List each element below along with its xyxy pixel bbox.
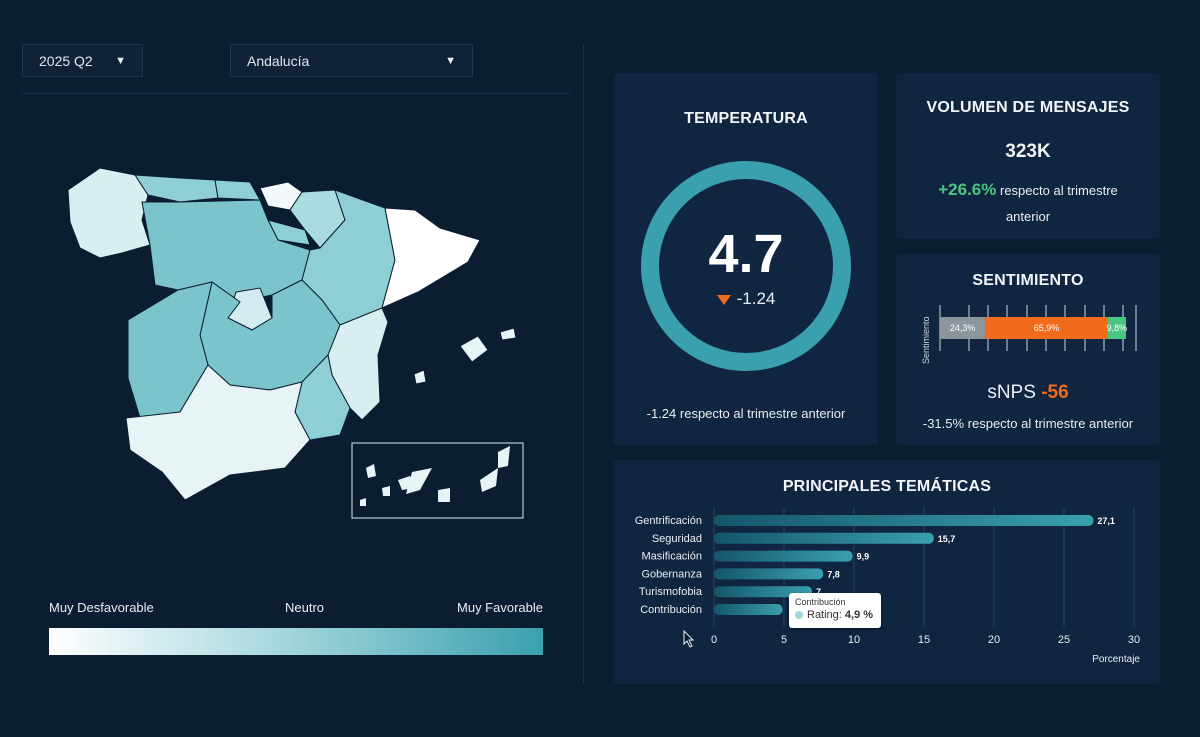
temperatura-card: TEMPERATURA 4.7 -1.24 -1.24 respecto al … — [614, 73, 878, 445]
quarter-select-value: 2025 Q2 — [39, 52, 93, 69]
volumen-title: VOLUMEN DE MENSAJES — [926, 99, 1130, 116]
region-menorca[interactable] — [499, 327, 517, 341]
region-select[interactable]: Andalucía ▼ — [230, 44, 473, 77]
legend-high: Muy Favorable — [457, 600, 543, 615]
region-canarias[interactable] — [360, 446, 510, 506]
sentimiento-segment-1[interactable]: 65,9% — [985, 317, 1108, 339]
bar[interactable] — [714, 532, 934, 544]
x-tick-label: 25 — [1058, 634, 1070, 646]
canarias-inset-frame — [351, 442, 524, 519]
temperatura-note: -1.24 respecto al trimestre anterior — [646, 406, 846, 421]
panel-divider — [583, 44, 584, 684]
y-tick-label: Gobernanza — [641, 568, 702, 580]
x-tick-label: 10 — [848, 634, 860, 646]
bar[interactable] — [714, 586, 812, 598]
volumen-card: VOLUMEN DE MENSAJES 323K +26.6% respecto… — [896, 73, 1160, 239]
legend-mid: Neutro — [285, 600, 325, 615]
tooltip-title: Contribución — [795, 597, 846, 607]
region-andalucia[interactable] — [125, 364, 311, 501]
spain-choropleth-map — [67, 167, 524, 519]
mouse-cursor-icon — [683, 630, 695, 648]
data-label: 27,1 — [1097, 516, 1115, 526]
snps-label: sNPS — [987, 382, 1036, 403]
x-tick-label: 30 — [1128, 634, 1140, 646]
region-cataluna[interactable] — [381, 207, 481, 309]
tematicas-bar-chart: 0 5 10 15 20 25 30 Porcentaje Gentrificación 27,1… — [635, 508, 1140, 665]
region-castilla-leon[interactable] — [141, 199, 311, 303]
tooltip-label: Rating: — [807, 609, 842, 621]
snps-value: -56 — [1041, 382, 1069, 403]
volumen-value: 323K — [1005, 141, 1051, 162]
volumen-change-line: +26.6% respecto al trimestre — [896, 177, 1160, 204]
data-label: 15,7 — [938, 534, 956, 544]
snps-line: sNPS -56 — [896, 380, 1160, 406]
tooltip-dot-icon — [795, 611, 803, 620]
bar[interactable] — [714, 604, 783, 615]
map-legend-gradient — [49, 628, 543, 655]
quarter-select[interactable]: 2025 Q2 ▼ — [22, 44, 143, 77]
y-tick-label: Gentrificación — [635, 515, 702, 527]
region-cantabria[interactable] — [214, 179, 261, 201]
tooltip-body: Rating: 4,9 % — [795, 609, 873, 621]
sentimiento-title: SENTIMIENTO — [972, 272, 1084, 289]
temperatura-delta-value: -1.24 — [736, 289, 776, 308]
x-tick-label: 15 — [918, 634, 930, 646]
chart-tooltip: Contribución Rating: 4,9 % — [789, 593, 881, 628]
data-label: 7 — [816, 587, 821, 597]
temperatura-gauge-ring — [641, 161, 851, 371]
x-tick-label: 5 — [781, 634, 787, 646]
bar[interactable] — [714, 568, 824, 580]
sentimiento-axis-label: Sentimiento — [921, 316, 931, 364]
trend-down-icon — [716, 294, 731, 305]
dropdown-arrow-icon: ▼ — [445, 54, 456, 67]
sentimiento-segment-2[interactable]: 9,8% — [1107, 317, 1127, 339]
volumen-note-line2: anterior — [1005, 209, 1051, 224]
temperatura-title: TEMPERATURA — [684, 110, 808, 127]
tematicas-card: PRINCIPALES TEMÁTICAS — [614, 460, 1160, 684]
sentimiento-note: -31.5% respecto al trimestre anterior — [922, 416, 1134, 431]
tematicas-title: PRINCIPALES TEMÁTICAS — [782, 478, 992, 495]
y-tick-label: Masificación — [641, 551, 702, 563]
sentimiento-stacked-bar: 24,3% 65,9% 9,8% — [940, 317, 1127, 339]
bar[interactable] — [714, 515, 1094, 526]
region-galicia[interactable] — [67, 167, 151, 259]
y-tick-label: Turismofobia — [639, 586, 703, 598]
data-label: 7,8 — [827, 569, 840, 579]
x-axis-label: Porcentaje — [1092, 654, 1140, 665]
filter-divider — [22, 93, 570, 94]
volumen-change: +26.6% — [938, 180, 997, 199]
region-select-value: Andalucía — [247, 52, 310, 69]
y-tick-label: Contribución — [640, 604, 702, 616]
bar[interactable] — [714, 550, 853, 562]
dropdown-arrow-icon: ▼ — [115, 54, 126, 67]
volumen-note-line1: respecto al trimestre — [1000, 183, 1118, 198]
x-tick-label: 20 — [988, 634, 1000, 646]
data-label: 9,9 — [857, 552, 870, 562]
temperatura-value: 4.7 — [708, 224, 784, 284]
tooltip-value: 4,9 % — [844, 609, 874, 621]
legend-low: Muy Desfavorable — [49, 600, 154, 615]
region-baleares[interactable] — [459, 335, 489, 363]
sentimiento-segment-0[interactable]: 24,3% — [940, 317, 986, 339]
x-tick-label: 0 — [711, 634, 717, 646]
region-ibiza[interactable] — [413, 369, 427, 385]
y-tick-label: Seguridad — [652, 533, 702, 545]
temperatura-delta: -1.24 — [614, 289, 878, 309]
region-comunidad-valenciana[interactable] — [327, 307, 389, 421]
